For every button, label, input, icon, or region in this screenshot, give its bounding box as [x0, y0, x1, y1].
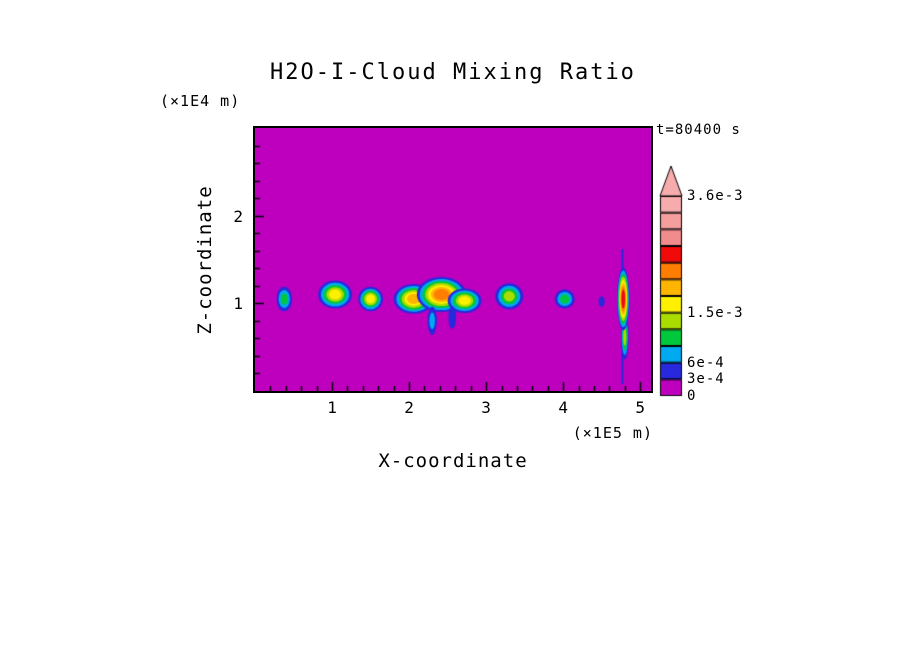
colorbar	[658, 164, 684, 400]
x-tick-label: 2	[404, 398, 414, 417]
colorbar-tick-label: 0	[687, 388, 697, 404]
plot-frame	[253, 126, 653, 393]
x-tick-label: 4	[558, 398, 568, 417]
z-axis-label: Z-coordinate	[194, 185, 216, 335]
x-tick-label: 3	[481, 398, 491, 417]
plot-canvas	[255, 128, 651, 391]
colorbar-tick-label: 6e-4	[687, 354, 725, 371]
x-tick-label: 5	[635, 398, 646, 417]
colorbar-tick-label: 3.6e-3	[687, 188, 744, 204]
x-axis-units: (×1E5 m)	[572, 424, 653, 442]
y-axis-units: (×1E4 m)	[160, 92, 241, 110]
time-label: t=80400 s	[656, 122, 741, 138]
colorbar-tick-label: 3e-4	[687, 371, 725, 388]
y-tick-label: 2	[233, 206, 243, 226]
chart-title: H2O-I-Cloud Mixing Ratio	[270, 60, 636, 85]
x-tick-label: 1	[327, 398, 337, 417]
y-tick-label: 1	[233, 294, 243, 314]
colorbar-tick-label: 1.5e-3	[687, 304, 744, 321]
x-axis-label: X-coordinate	[378, 450, 528, 472]
